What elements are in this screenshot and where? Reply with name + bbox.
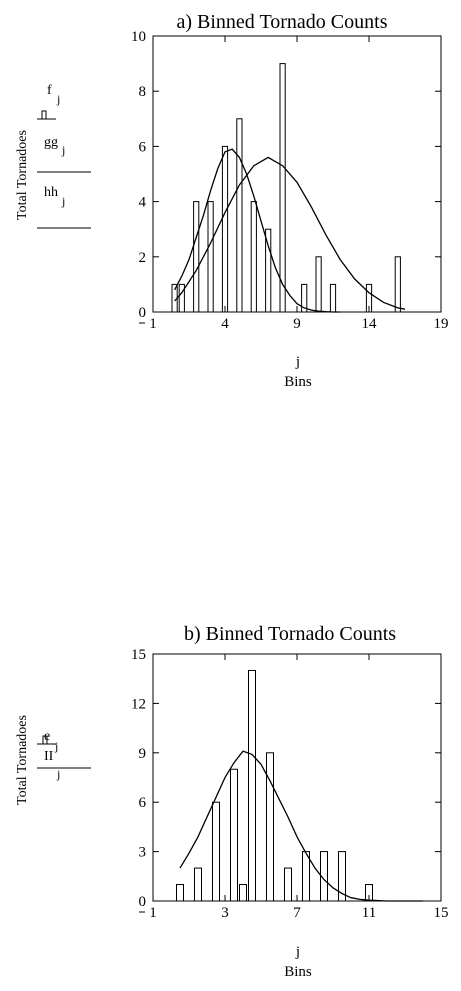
chart-a-bar [279,63,286,313]
chart-a-y-tick-label: 8 [139,84,147,100]
chart-b-legend-e-sub: j [54,739,58,753]
chart-a-bar [250,201,257,313]
chart-a-y-tick-label: 2 [139,250,147,266]
chart-a-bar [221,145,229,313]
chart-a-bar [178,283,185,313]
chart-a-legend-gg-sub: j [61,143,65,157]
chart-b-plot-frame [152,653,442,902]
chart-b-legend: e j II j [37,729,91,781]
chart-a-bar [394,256,401,313]
chart-a-y-tick-label: 6 [139,139,147,155]
chart-b-x-tick-label: 3 [221,905,229,921]
chart-a-legend-hh: hh j [37,185,91,229]
chart-a-y-tick-label: 0 [139,305,147,321]
chart-b: b) Binned Tornado Counts Total Tornadoes… [15,623,449,980]
chart-b-y-tick-label: 9 [139,746,147,762]
chart-b-bar [338,851,346,902]
chart-a-title: a) Binned Tornado Counts [177,11,388,33]
chart-b-legend-ii-name: II [44,749,54,764]
chart-b-bar [266,752,274,902]
chart-b-bar [320,851,328,902]
chart-a-bar [301,283,308,313]
chart-a-legend-gg-name: gg [44,135,58,150]
chart-a-x-tick-label: 1 [149,316,157,332]
chart-a-x-tick-label: 19 [434,316,449,332]
chart-a-ylabel: Total Tornadoes [15,130,30,220]
chart-a-legend-gg: gg j [37,135,91,173]
chart-a-legend-hh-sub: j [61,194,65,208]
chart-a-bar [193,201,200,313]
chart-b-bar [194,867,202,902]
chart-a-bar [265,228,272,313]
chart-a-x-tick-label: 4 [221,316,229,332]
chart-b-title: b) Binned Tornado Counts [184,623,396,645]
chart-a-x-tick-label: 9 [293,316,301,332]
chart-b-plot-area: 1 3 7 11 15 0 3 6 9 12 15 [131,647,449,921]
chart-a-bar [207,201,214,313]
chart-b-xlabel: Bins [284,964,312,980]
chart-a-legend-f-name: f [47,83,52,98]
chart-a-legend-f-swatch [41,110,47,120]
chart-b-x-tick-label: 1 [149,905,157,921]
chart-a-xlabel: Bins [284,374,312,390]
chart-a-xlabel-var: j [295,354,300,370]
chart-b-line-ii [179,750,423,902]
chart-a-y-tick-label: 4 [139,195,147,211]
chart-a-bar [315,256,322,313]
chart-a-bar [236,118,243,313]
chart-a-legend: f j gg j hh j [37,83,91,229]
chart-b-legend-ii: II j [37,749,91,781]
chart-b-y-tick-label: 0 [139,894,147,910]
chart-b-x-tick-label: 11 [362,905,376,921]
chart-a-legend-hh-name: hh [44,185,58,200]
chart-b-bar [176,884,184,902]
chart-a-line-gg [174,148,341,313]
chart-b-bar [248,669,256,902]
chart-a: a) Binned Tornado Counts Total Tornadoes… [15,11,449,390]
chart-b-legend-e: e j [37,729,58,753]
chart-a-bar [365,283,373,313]
chart-b-bar [212,801,220,902]
chart-b-ylabel: Total Tornadoes [15,715,30,805]
chart-b-bar [302,851,310,902]
chart-b-y-tick-label: 15 [131,647,146,663]
chart-a-legend-f: f j [37,83,60,120]
chart-b-legend-ii-sub: j [56,767,60,781]
chart-b-x-tick-label: 15 [434,905,449,921]
chart-a-bar [329,283,337,313]
chart-a-x-tick-label: 14 [362,316,378,332]
chart-b-y-tick-label: 6 [139,795,147,811]
chart-b-bar [365,884,373,902]
chart-b-y-tick-label: 3 [139,845,147,861]
chart-b-y-tick-label: 12 [131,696,146,712]
chart-b-x-tick-label: 7 [293,905,301,921]
chart-b-bar [230,768,238,902]
chart-b-bar [239,884,247,902]
chart-a-line-hh [174,156,406,310]
chart-a-legend-f-sub: j [56,92,60,106]
chart-b-bar [284,867,292,902]
chart-b-xlabel-var: j [295,944,300,960]
chart-a-y-tick-label: 10 [131,29,146,45]
